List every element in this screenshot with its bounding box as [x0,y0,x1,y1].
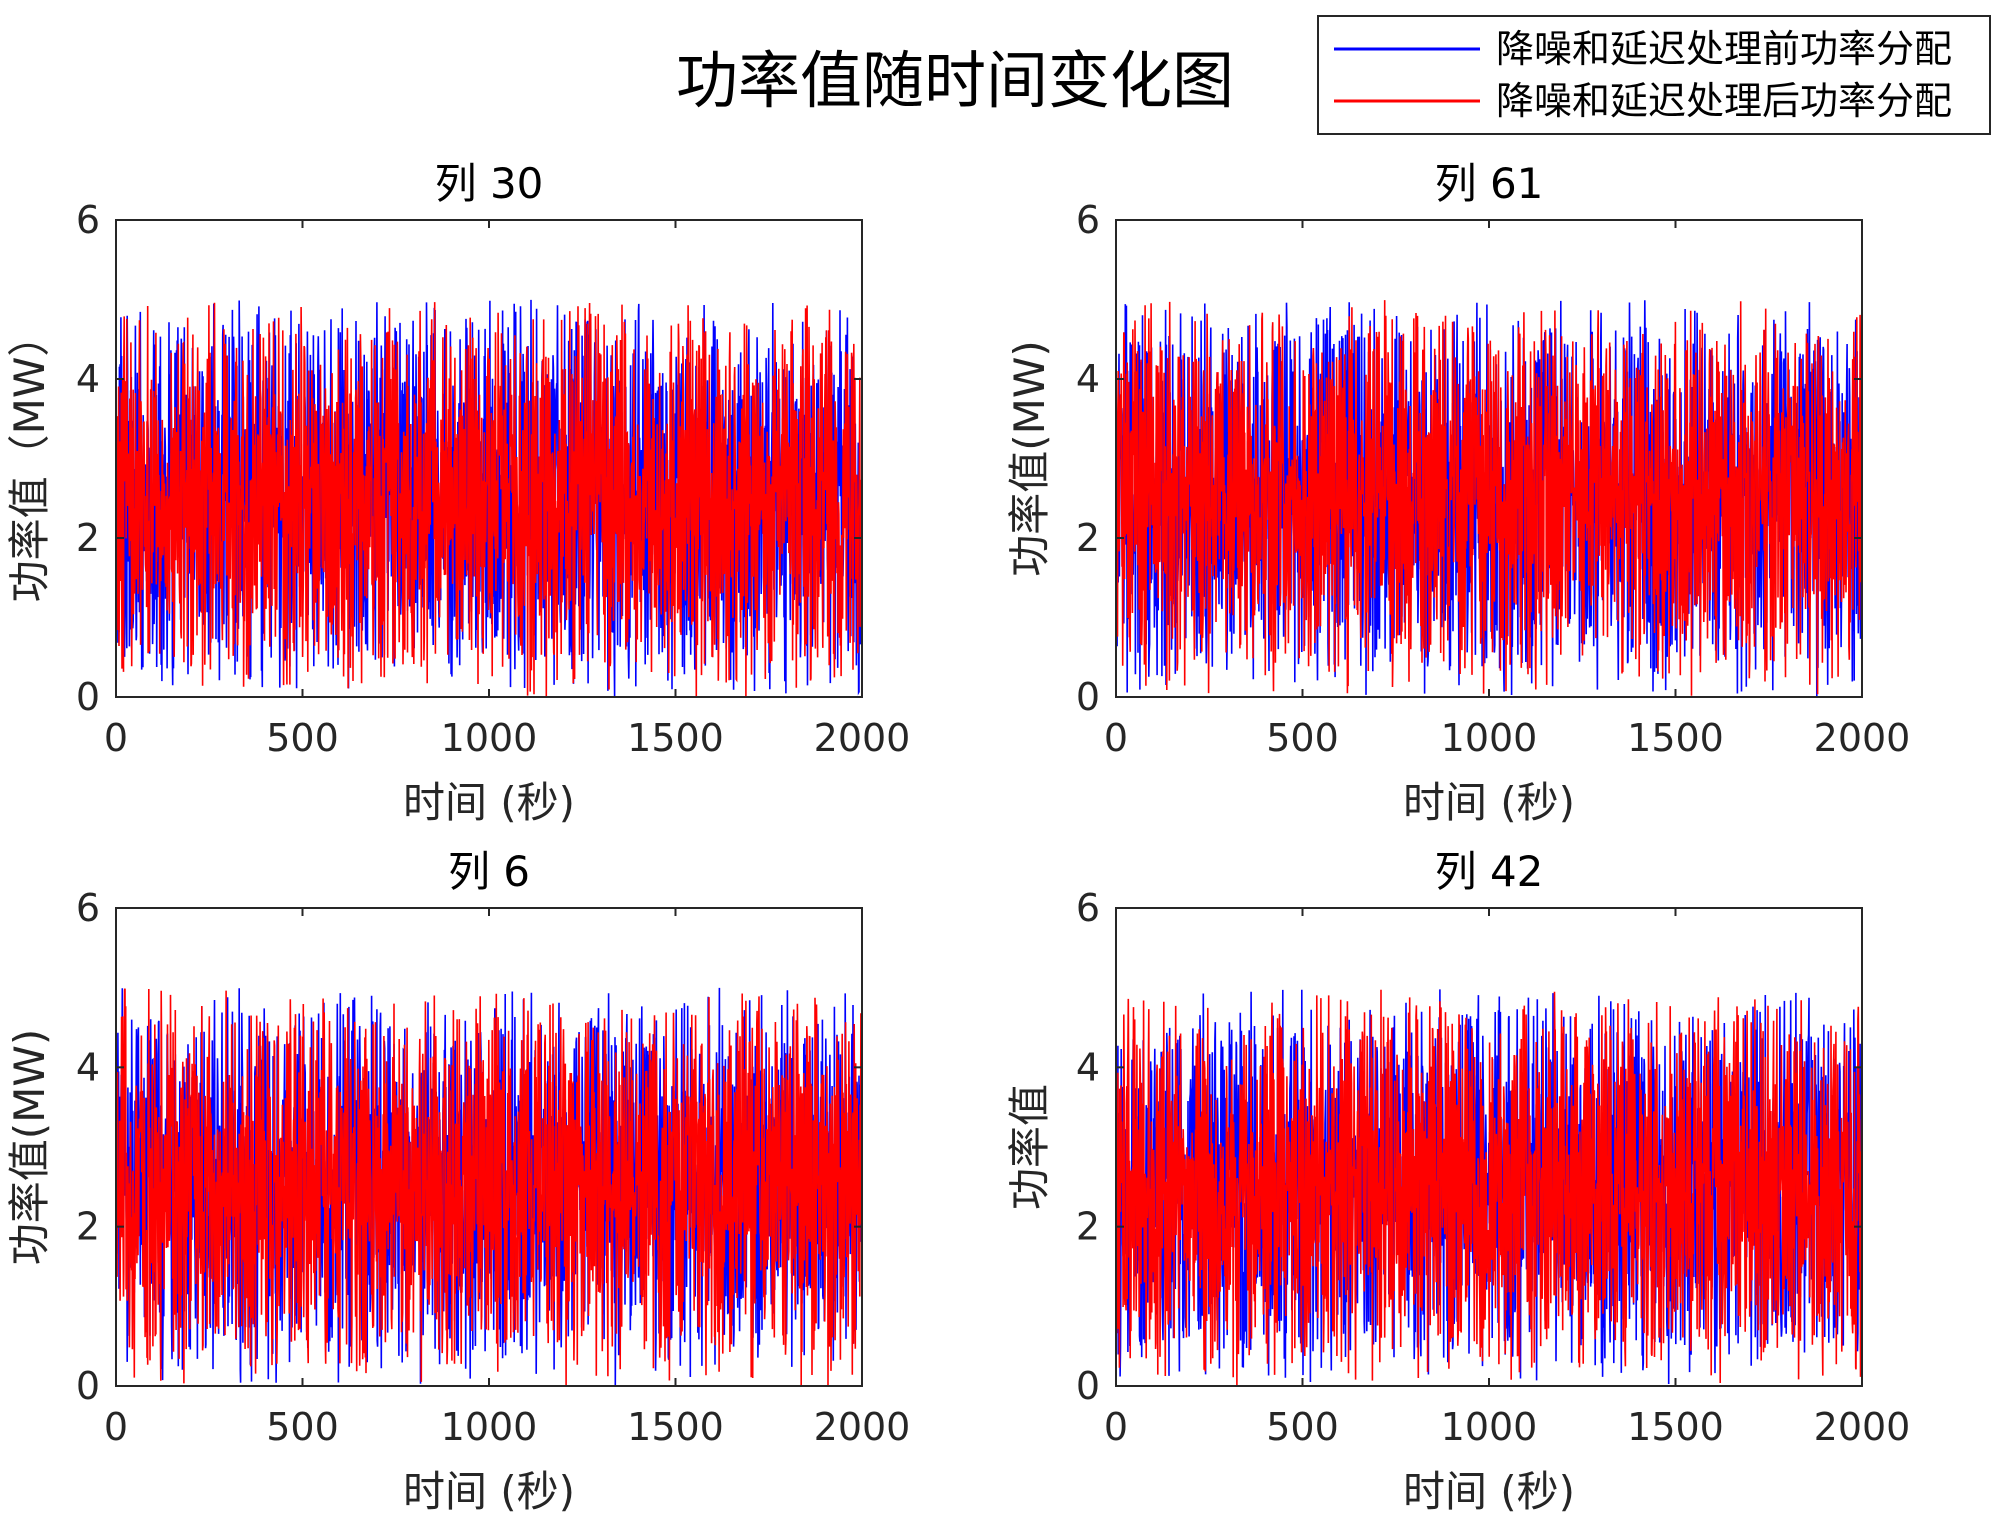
x-tick-label: 1500 [627,1405,724,1449]
plot-area [1116,989,1862,1386]
subplot-title: 列 6 [448,847,530,896]
y-tick-label: 4 [76,1045,100,1089]
y-tick-label: 2 [76,1205,100,1249]
x-tick-label: 1500 [1627,1405,1724,1449]
x-tick-label: 1000 [441,716,538,760]
x-tick-label: 500 [1266,1405,1339,1449]
x-tick-label: 0 [1104,1405,1128,1449]
series-line-after [1116,989,1862,1386]
figure-title: 功率值随时间变化图 [676,44,1234,117]
series-line-after [116,302,862,697]
x-tick-label: 500 [1266,716,1339,760]
plot-area [116,987,862,1386]
x-axis-label: 时间 (秒) [1403,778,1575,827]
y-axis-label: 功率值(MW) [1005,340,1054,577]
subplot-title: 列 42 [1435,847,1544,896]
y-tick-label: 2 [1076,1205,1100,1249]
x-tick-label: 500 [266,1405,339,1449]
plot-area [1116,300,1862,697]
subplot-3: 0 500 1000 1500 2000 0 2 4 6 列 6 时间 (秒) 功率值(MW) [5,847,910,1516]
y-tick-label: 2 [76,516,100,560]
x-tick-label: 1500 [627,716,724,760]
series-line-after [1116,300,1862,696]
x-axis-label: 时间 (秒) [1403,1467,1575,1516]
y-tick-label: 6 [76,198,100,242]
x-tick-label: 2000 [1814,1405,1911,1449]
y-tick-label: 4 [76,357,100,401]
y-tick-label: 4 [1076,1045,1100,1089]
x-tick-label: 0 [104,1405,128,1449]
y-tick-label: 6 [76,886,100,930]
series-line-after [116,988,862,1386]
x-tick-label: 0 [1104,716,1128,760]
y-tick-label: 0 [76,1364,100,1408]
x-tick-label: 1000 [1441,716,1538,760]
x-tick-label: 2000 [1814,716,1911,760]
y-axis-label: 功率值 [1005,1084,1054,1210]
y-tick-label: 2 [1076,516,1100,560]
y-axis-label: 功率值(MW) [5,1029,54,1266]
y-tick-label: 4 [1076,357,1100,401]
x-tick-label: 1000 [441,1405,538,1449]
y-tick-label: 0 [76,675,100,719]
legend-label-before: 降噪和延迟处理前功率分配 [1496,27,1952,71]
y-tick-label: 0 [1076,675,1100,719]
y-tick-label: 0 [1076,1364,1100,1408]
subplot-1: 0 500 1000 1500 2000 0 2 4 6 列 30 时间 (秒) 功率值（MW） [5,159,910,827]
legend: 降噪和延迟处理前功率分配 降噪和延迟处理后功率分配 [1317,15,1991,135]
subplot-2: 0 500 1000 1500 2000 0 2 4 6 列 61 时间 (秒) 功率值(MW) [1005,159,1910,827]
plot-area [116,299,862,697]
subplot-title: 列 61 [1435,159,1544,208]
legend-label-after: 降噪和延迟处理后功率分配 [1496,79,1952,123]
subplot-title: 列 30 [435,159,544,208]
x-axis-label: 时间 (秒) [403,778,575,827]
legend-box [1317,15,1991,135]
y-tick-label: 6 [1076,886,1100,930]
subplot-4: 0 500 1000 1500 2000 0 2 4 6 列 42 时间 (秒) 功率值 [1005,847,1910,1516]
y-tick-label: 6 [1076,198,1100,242]
x-axis-label: 时间 (秒) [403,1467,575,1516]
y-axis-label: 功率值（MW） [5,315,54,603]
x-tick-label: 2000 [814,1405,911,1449]
x-tick-label: 1000 [1441,1405,1538,1449]
x-tick-label: 500 [266,716,339,760]
x-tick-label: 2000 [814,716,911,760]
x-tick-label: 0 [104,716,128,760]
x-tick-label: 1500 [1627,716,1724,760]
